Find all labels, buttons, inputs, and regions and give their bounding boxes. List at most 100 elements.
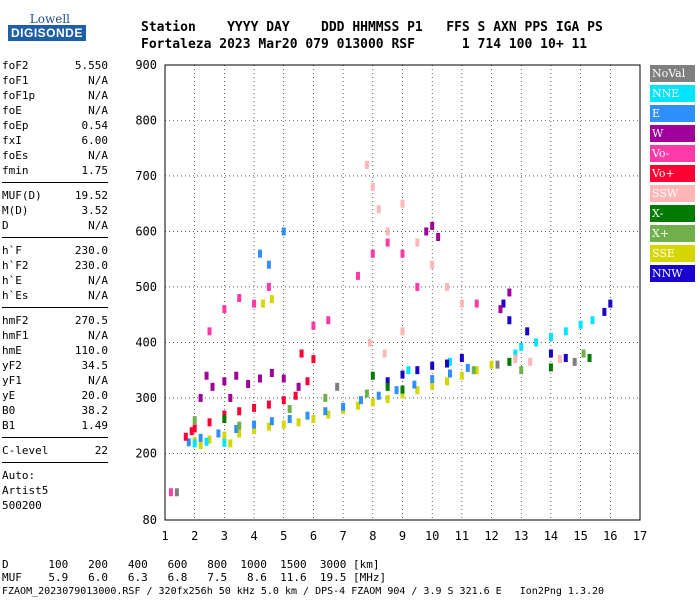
- data-point: [358, 396, 363, 405]
- data-point: [260, 299, 265, 308]
- x-tick-label: 17: [633, 529, 647, 543]
- data-point: [370, 183, 375, 192]
- x-tick-label: 8: [369, 529, 376, 543]
- data-point: [355, 271, 360, 280]
- x-tick-label: 12: [484, 529, 498, 543]
- x-tick-label: 4: [250, 529, 257, 543]
- data-point: [237, 407, 242, 416]
- auto-label: Auto:: [2, 469, 36, 482]
- data-point: [198, 393, 203, 402]
- data-point: [385, 377, 390, 386]
- data-point: [385, 227, 390, 236]
- data-point: [474, 366, 479, 375]
- data-point: [415, 282, 420, 291]
- param-row: h`Es N/A: [2, 288, 108, 303]
- y-tick-label: 700: [135, 169, 157, 183]
- data-point: [430, 221, 435, 230]
- data-point: [258, 249, 262, 258]
- data-point: [207, 327, 212, 336]
- param-row: MUF(D) 19.52: [2, 188, 108, 203]
- param-key: foF2: [2, 59, 29, 72]
- y-tick-label: 500: [135, 280, 157, 294]
- y-tick-label: 300: [135, 391, 157, 405]
- data-point: [370, 398, 375, 407]
- data-point: [168, 488, 173, 497]
- x-tick-label: 2: [191, 529, 198, 543]
- data-point: [252, 403, 257, 412]
- param-group-muf: MUF(D) 19.52 M(D) 3.52 D N/A: [2, 188, 108, 233]
- data-point: [376, 391, 381, 400]
- data-point: [572, 357, 577, 366]
- header-values-line: Fortaleza 2023 Mar20 079 013000 RSF 1 71…: [141, 37, 588, 52]
- footer-muf-row: MUF 5.9 6.0 6.3 6.8 7.5 8.6 11.6 19.5 [M…: [2, 571, 387, 584]
- data-point: [305, 411, 310, 420]
- data-point: [364, 389, 369, 398]
- series-w: [198, 221, 512, 402]
- data-point: [222, 415, 227, 424]
- param-key: h`F: [2, 244, 22, 257]
- series-vo-: [183, 349, 316, 441]
- param-value: 5.550: [74, 59, 108, 72]
- data-point: [266, 400, 271, 409]
- data-point: [335, 382, 340, 391]
- data-point: [430, 260, 435, 269]
- param-value: 270.5: [74, 314, 108, 327]
- legend-item: X+: [650, 225, 695, 242]
- data-point: [445, 282, 450, 291]
- data-point: [430, 375, 435, 384]
- param-key: hmE: [2, 344, 22, 357]
- param-group-profile: hmF2 270.5 hmF1 N/A hmE 110.0 yF2 34.5 yF1 N/…: [2, 313, 108, 433]
- data-point: [448, 357, 452, 366]
- digisonde-logo: Lowell DIGISONDE: [6, 10, 86, 41]
- param-row: yE 20.0: [2, 388, 108, 403]
- data-point: [590, 316, 595, 325]
- param-value: 230.0: [74, 259, 108, 272]
- data-point: [287, 415, 292, 424]
- x-tick-label: 13: [514, 529, 528, 543]
- data-point: [326, 410, 331, 419]
- divider: [2, 307, 108, 308]
- data-point: [445, 359, 450, 368]
- param-value: 110.0: [74, 344, 108, 357]
- data-point: [548, 363, 553, 372]
- y-tick-label: 200: [135, 446, 157, 460]
- param-key: M(D): [2, 204, 29, 217]
- param-value: 34.5: [81, 359, 109, 372]
- data-point: [445, 377, 450, 386]
- data-point: [281, 396, 286, 405]
- legend-item: W: [650, 125, 695, 142]
- data-point: [424, 227, 429, 236]
- clevel-key: C-level: [2, 444, 49, 457]
- data-point: [430, 381, 435, 390]
- param-value: 230.0: [74, 244, 108, 257]
- y-axis-ticks: 80 200 300 400 500 600 700 800 900: [135, 58, 157, 527]
- data-point: [563, 327, 568, 336]
- data-point: [222, 431, 227, 440]
- data-point: [192, 424, 197, 433]
- data-point: [415, 366, 420, 375]
- data-point: [293, 391, 298, 400]
- param-row: foEs N/A: [2, 148, 108, 163]
- clevel-value: 22: [94, 444, 108, 457]
- data-point: [323, 393, 328, 402]
- param-key: hmF2: [2, 314, 29, 327]
- data-point: [266, 260, 271, 269]
- footer-distance-row: D 100 200 400 600 800 1000 1500 3000 [km…: [2, 558, 380, 571]
- data-point: [258, 374, 262, 383]
- data-point: [174, 488, 179, 497]
- data-point: [415, 238, 420, 247]
- param-row: B1 1.49: [2, 418, 108, 433]
- param-row: foE N/A: [2, 103, 108, 118]
- data-point: [394, 386, 399, 395]
- x-axis-ticks: 1 2 3 4 5 6 7 8 9 10 11 12 13 14 15 16 17: [161, 529, 647, 543]
- data-point: [311, 321, 316, 330]
- param-value: N/A: [88, 274, 108, 287]
- param-value: N/A: [88, 374, 108, 387]
- param-key: fmin: [2, 164, 29, 177]
- y-tick-label: 80: [143, 513, 157, 527]
- data-point: [602, 307, 607, 316]
- param-key: yE: [2, 389, 16, 402]
- param-key: h`Es: [2, 289, 29, 302]
- data-point: [204, 437, 209, 446]
- auto-scaling-info: Auto: Artist5 500200: [2, 468, 108, 513]
